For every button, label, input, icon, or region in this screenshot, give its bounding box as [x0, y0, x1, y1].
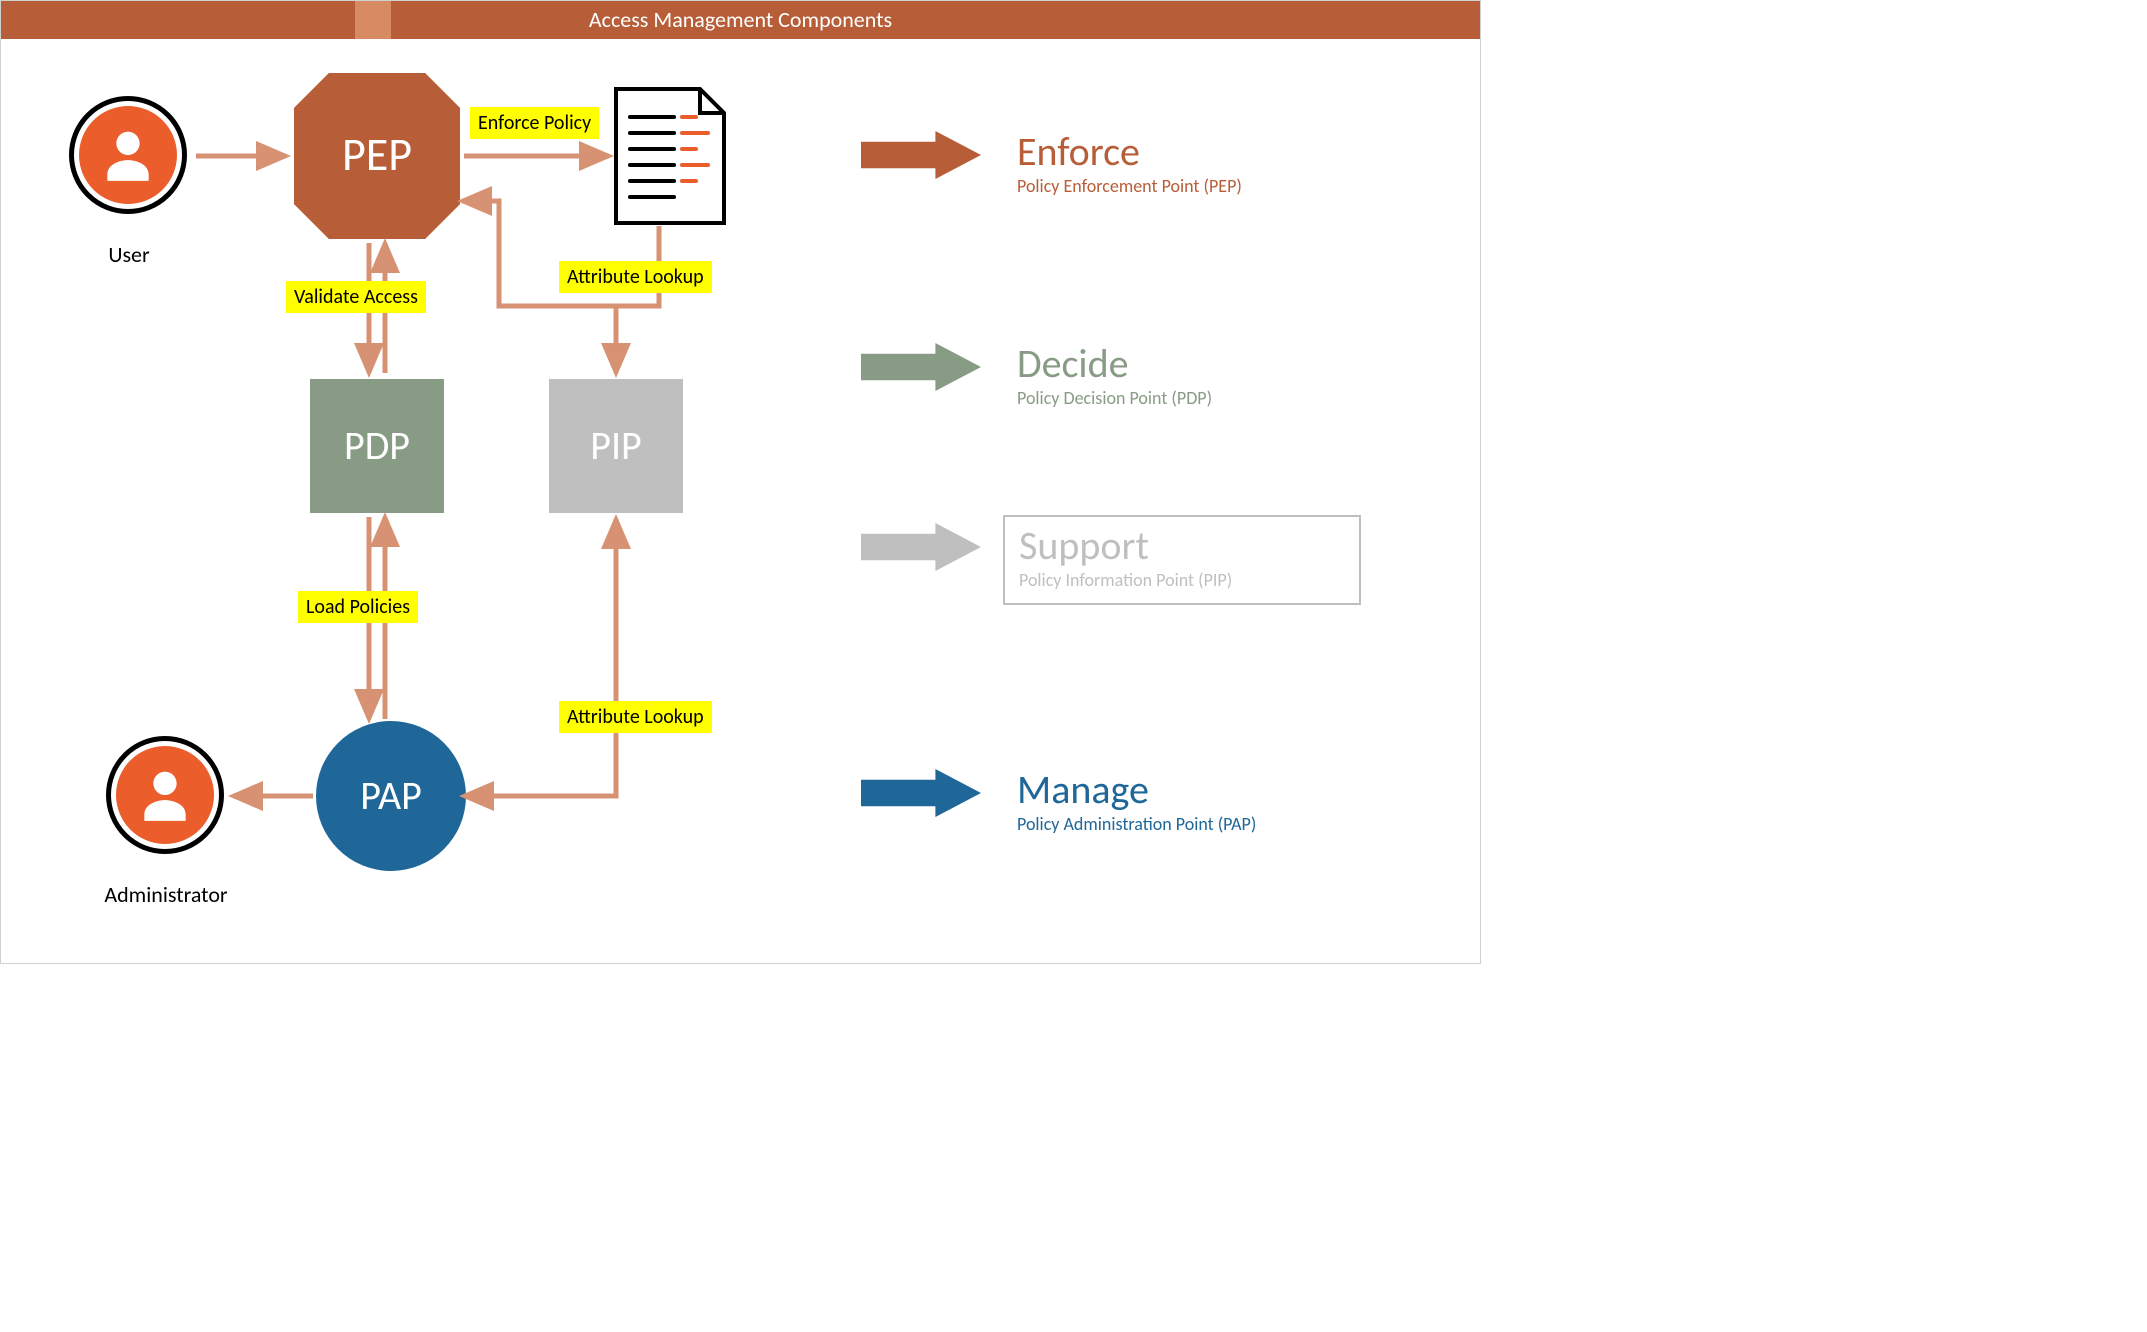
- legend-item-manage: ManagePolicy Administration Point (PAP): [1003, 761, 1270, 845]
- admin-avatar-inner: [116, 746, 214, 844]
- tag-attribute-lookup-2: Attribute Lookup: [559, 701, 712, 733]
- legend-item-enforce: EnforcePolicy Enforcement Point (PEP): [1003, 123, 1256, 207]
- legend-title-manage: Manage: [1017, 769, 1256, 811]
- legend-subtitle-support: Policy Information Point (PIP): [1019, 569, 1345, 591]
- legend-item-decide: DecidePolicy Decision Point (PDP): [1003, 335, 1226, 419]
- legend-subtitle-decide: Policy Decision Point (PDP): [1017, 387, 1212, 409]
- legend-title-decide: Decide: [1017, 343, 1212, 385]
- node-pap-label: PAP: [316, 771, 466, 820]
- node-pip-label: PIP: [549, 421, 683, 470]
- actor-user: [69, 96, 187, 214]
- tag-validate-access: Validate Access: [286, 281, 426, 313]
- legend-title-support: Support: [1019, 525, 1345, 567]
- node-pdp-label: PDP: [310, 421, 444, 470]
- user-avatar-inner: [79, 106, 177, 204]
- legend-subtitle-enforce: Policy Enforcement Point (PEP): [1017, 175, 1242, 197]
- legend-item-support: SupportPolicy Information Point (PIP): [1003, 515, 1361, 605]
- tag-load-policies: Load Policies: [298, 591, 418, 623]
- diagram-canvas: Access Management Components User Admini…: [0, 0, 1481, 964]
- admin-label: Administrator: [76, 881, 256, 908]
- tag-attribute-lookup-1: Attribute Lookup: [559, 261, 712, 293]
- legend-subtitle-manage: Policy Administration Point (PAP): [1017, 813, 1256, 835]
- legend-title-enforce: Enforce: [1017, 131, 1242, 173]
- person-icon: [134, 764, 196, 826]
- node-pep-label: PEP: [294, 127, 460, 183]
- tag-enforce-policy: Enforce Policy: [470, 107, 599, 139]
- user-label: User: [39, 241, 219, 268]
- actor-admin: [106, 736, 224, 854]
- person-icon: [97, 124, 159, 186]
